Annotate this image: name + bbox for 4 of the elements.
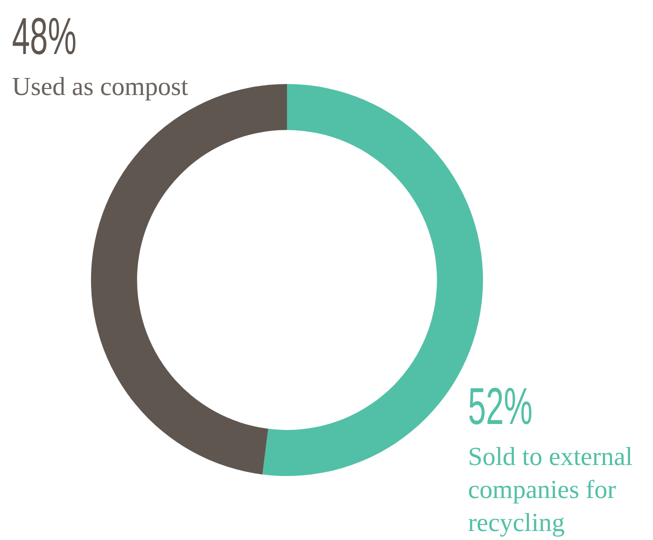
data-label: 52% (468, 378, 533, 436)
slice-label: Sold to external companies for recycling (468, 442, 633, 537)
slice-label: Used as compost (12, 72, 189, 101)
data-label: 48% (12, 8, 77, 66)
